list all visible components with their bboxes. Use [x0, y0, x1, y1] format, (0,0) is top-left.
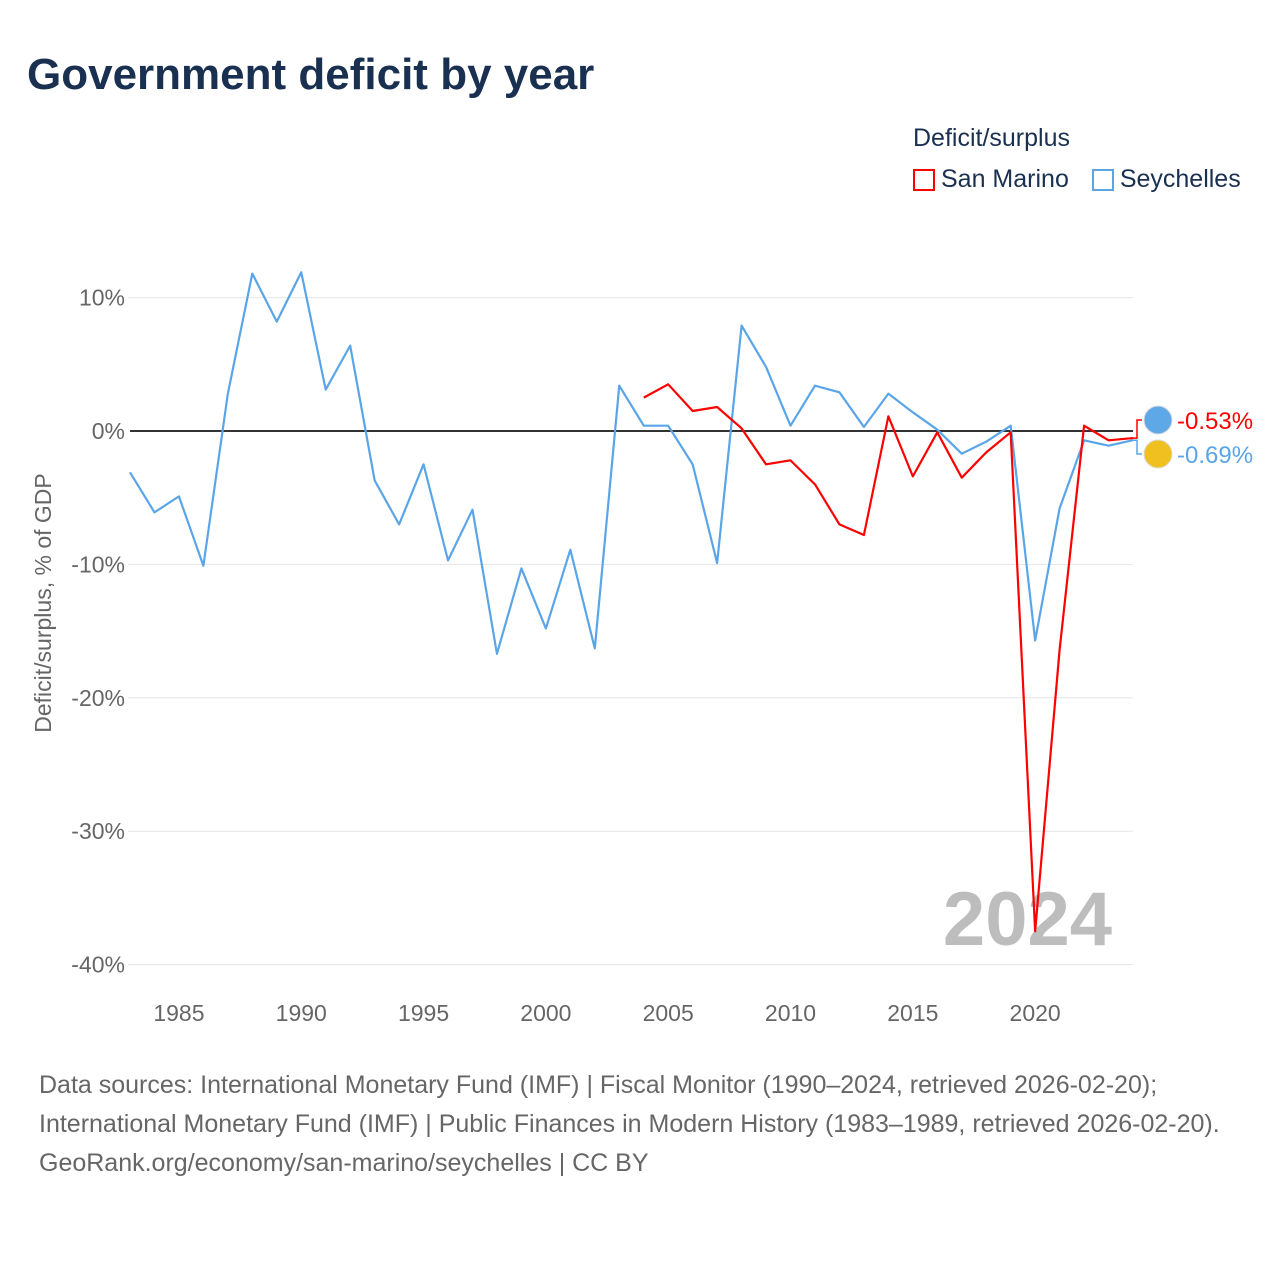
- y-tick-label: -20%: [71, 685, 125, 711]
- plot-area: 10% 0% -10% -20% -30% -40% 1985 1990 1995 2000 200…: [30, 271, 1253, 1026]
- legend-swatch: [913, 168, 935, 191]
- legend-item-san-marino[interactable]: San Marino: [913, 165, 1069, 194]
- x-tick-label: 1990: [276, 1000, 327, 1026]
- y-tick-label: 10%: [79, 285, 125, 311]
- x-tick-label: 1985: [153, 1000, 204, 1026]
- source-link[interactable]: GeoRank.org/economy/san-marino/seychelle…: [39, 1149, 649, 1177]
- y-axis-label: Deficit/surplus, % of GDP: [30, 473, 56, 732]
- x-tick-label: 2005: [643, 1000, 694, 1026]
- legend-title: Deficit/surplus: [913, 124, 1070, 152]
- chart-title: Government deficit by year: [27, 50, 595, 99]
- end-label-connector: [1133, 419, 1142, 439]
- series-line-san-marino: [643, 383, 1134, 933]
- end-value-label: -0.53%: [1177, 408, 1253, 435]
- year-watermark: 2024: [943, 877, 1112, 962]
- x-tick-label: 1995: [398, 1000, 449, 1026]
- x-tick-label: 2020: [1010, 1000, 1061, 1026]
- x-tick-label: 2015: [887, 1000, 938, 1026]
- legend-label: Seychelles: [1119, 165, 1241, 193]
- legend-swatch: [1091, 168, 1114, 191]
- y-tick-label: -30%: [71, 818, 125, 844]
- y-tick-label: -40%: [71, 952, 125, 978]
- x-tick-label: 2010: [765, 1000, 816, 1026]
- y-tick-label: -10%: [71, 551, 125, 577]
- x-tick-label: 2000: [520, 1000, 571, 1026]
- series-line-seychelles: [129, 271, 1134, 655]
- legend-label: San Marino: [941, 165, 1069, 193]
- sources: Data sources: International Monetary Fun…: [39, 1066, 1239, 1183]
- y-tick-label: 0%: [92, 418, 125, 444]
- seychelles-flag-icon: [1143, 439, 1173, 469]
- end-label-connector: [1133, 439, 1142, 455]
- source-text: Data sources: International Monetary Fun…: [39, 1071, 1220, 1138]
- legend: Deficit/surplus San Marino Seychelles: [913, 124, 1257, 198]
- legend-item-seychelles[interactable]: Seychelles: [1091, 165, 1241, 194]
- end-value-label: -0.69%: [1177, 442, 1253, 469]
- san-marino-flag-icon: [1143, 405, 1173, 435]
